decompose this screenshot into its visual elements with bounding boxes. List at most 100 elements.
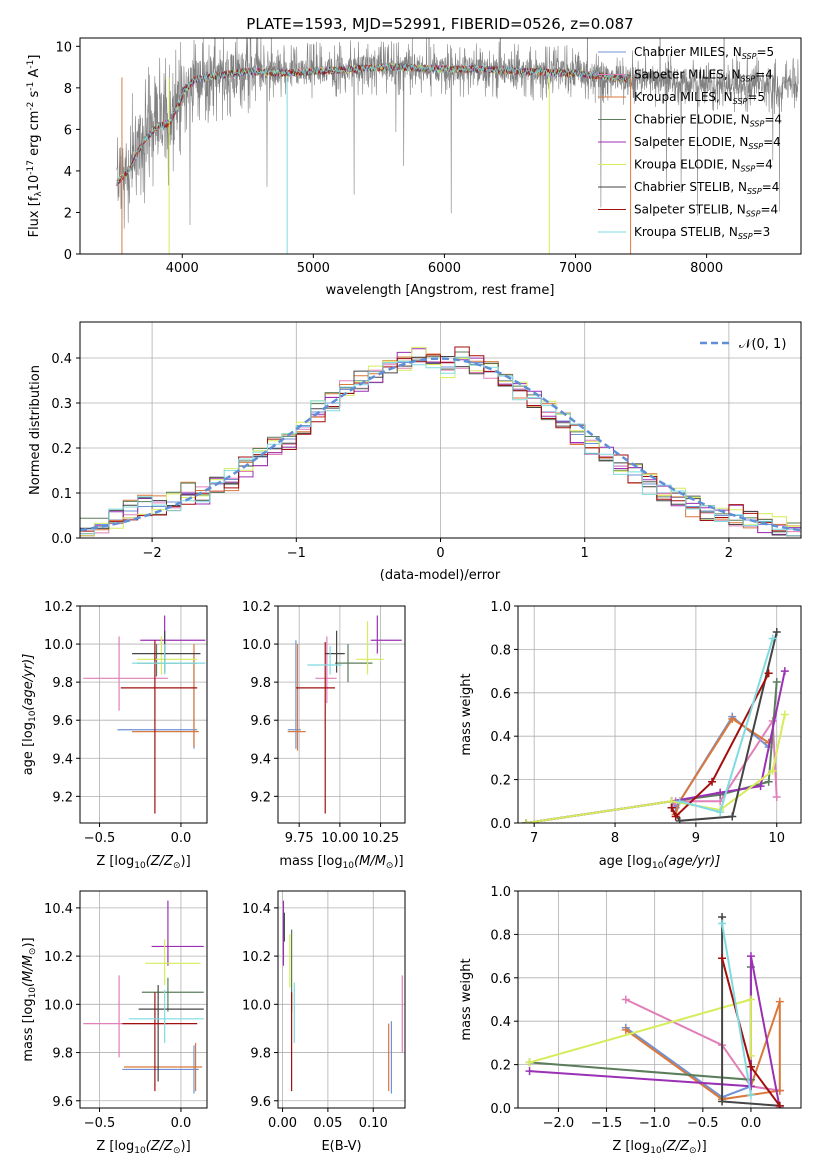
y-tick-label: 4: [64, 165, 72, 180]
weight-line: [670, 717, 778, 809]
y-tick-label: 10.2: [242, 950, 271, 965]
panel-ylabel: mass [log10(M/M⊙)]: [21, 937, 38, 1061]
legend-label: Kroupa STELIB, NSSP=3: [634, 225, 770, 241]
weight-marker: [522, 819, 531, 823]
y-tick-label: 0.6: [490, 972, 511, 987]
legend-label: Salpeter STELIB, NSSP=4: [634, 203, 778, 219]
weight-marker: [775, 1101, 784, 1108]
spectrum-title: PLATE=1593, MJD=52991, FIBERID=0526, z=0…: [246, 15, 633, 33]
spectrum-xlabel: wavelength [Angstrom, rest frame]: [326, 283, 555, 298]
weight-marker: [621, 995, 630, 1004]
gauss-legend-label: 𝒩(0, 1): [739, 337, 786, 352]
x-tick-label: −2: [143, 546, 162, 561]
weight-marker: [716, 788, 725, 797]
model-fit-line: [116, 62, 631, 185]
x-tick-label: 8000: [690, 261, 723, 276]
legend-label: Chabrier STELIB, NSSP=4: [634, 180, 779, 196]
panel-marks: [287, 615, 402, 814]
y-tick-label: 2: [64, 206, 72, 221]
panel-marks: [83, 615, 206, 814]
weight-marker: [775, 997, 784, 1006]
histogram-step: [80, 346, 801, 538]
weight-marker: [768, 634, 777, 643]
weight-vs-age-panel: 7 8 9 10 0.0 0.2 0.4 0.6 0.8 1.0 age [log10(age/yr…: [459, 600, 802, 871]
panel-xlabel: Z [log10(Z/Z⊙)]: [96, 854, 190, 871]
y-tick-label: 9.4: [52, 752, 73, 767]
age-vs-metallicity-panel: −0.5 0.0 9.2 9.4 9.6 9.8 10.0 10.2 Z [log10(Z/Z⊙…: [21, 600, 208, 871]
weight-line: [525, 670, 786, 823]
x-tick-label: 7: [530, 831, 538, 846]
x-tick-label: 10: [768, 831, 785, 846]
panel-frame: [277, 605, 406, 824]
spectrum-frame: [79, 37, 802, 255]
histogram-ticks: −2 −1 0 1 2 0.0 0.1 0.2 0.3 0.4: [51, 352, 733, 561]
mass-vs-metallicity-panel: −0.5 0.0 9.6 9.8 10.0 10.2 10.4 Z [log10(Z/Z⊙)]…: [21, 890, 208, 1156]
weight-marker: [746, 1082, 755, 1091]
x-tick-label: 1: [581, 546, 589, 561]
x-tick-label: 0.00: [268, 1116, 297, 1131]
y-tick-label: 9.8: [250, 1047, 271, 1062]
histogram-ylabel: Normed distribution: [28, 365, 43, 495]
x-tick-label: 0: [436, 546, 444, 561]
weight-marker: [525, 1058, 534, 1067]
spectrum-lines: [116, 38, 799, 254]
panel-marks: [282, 900, 403, 1094]
y-tick-label: 0.2: [51, 442, 72, 457]
mass-vs-ebv-panel: 0.00 0.05 0.10 9.6 9.8 10.0 10.2 10.4 E(B-V): [242, 890, 406, 1154]
weight-marker: [718, 919, 727, 928]
x-tick-label: 0.0: [171, 1116, 192, 1131]
panel-xlabel: Z [log10(Z/Z⊙)]: [96, 1139, 190, 1156]
panel-marks: [522, 628, 789, 823]
legend-label: Salpeter ELODIE, NSSP=4: [634, 135, 781, 151]
weight-line: [525, 714, 786, 823]
panel-frame: [517, 605, 802, 824]
weight-marker: [525, 1067, 534, 1076]
weight-marker: [728, 812, 737, 821]
y-tick-label: 10.4: [44, 902, 73, 917]
spectrum-ylabel: Flux [fλ10-17 erg cm-2 s-1 A-1]: [26, 55, 44, 238]
weight-marker: [746, 995, 755, 1004]
panel-xlabel: Z [log10(Z/Z⊙)]: [612, 1139, 706, 1156]
x-tick-label: 0.10: [359, 1116, 388, 1131]
age-vs-mass-panel: 9.75 10.00 10.25 9.2 9.4 9.6 9.8 10.0 10.2 mass […: [242, 600, 406, 871]
x-tick-label: 9.75: [285, 831, 314, 846]
y-tick-label: 10.2: [44, 950, 73, 965]
panel-ylabel: age [log10(age/yr)]: [21, 654, 38, 776]
legend-label: Salpeter MILES, NSSP=4: [634, 68, 773, 84]
y-tick-label: 1.0: [490, 600, 511, 615]
y-tick-label: 10.2: [242, 600, 271, 615]
histogram-bars: [80, 346, 801, 538]
y-tick-label: 10.4: [242, 902, 271, 917]
weight-line: [721, 923, 752, 1096]
histogram-step: [80, 356, 801, 538]
weight-marker: [667, 803, 676, 812]
y-tick-label: 0.8: [490, 643, 511, 658]
panel-frame: [517, 890, 802, 1109]
weight-marker: [768, 766, 777, 775]
panel-xlabel: E(B-V): [321, 1139, 361, 1154]
legend-label: Kroupa ELODIE, NSSP=4: [634, 158, 773, 174]
weight-marker: [772, 792, 781, 801]
histogram-panel: −2 −1 0 1 2 0.0 0.1 0.2 0.3 0.4 (data-model)/erro…: [28, 321, 802, 583]
weight-line: [529, 967, 752, 1081]
x-tick-label: 5000: [297, 261, 330, 276]
weight-marker: [716, 808, 725, 817]
y-tick-label: 0.0: [490, 1102, 511, 1117]
y-tick-label: 9.2: [52, 790, 73, 805]
x-tick-label: 9: [692, 831, 700, 846]
y-tick-label: 8: [64, 82, 72, 97]
spectrum-panel: PLATE=1593, MJD=52991, FIBERID=0526, z=0…: [26, 15, 802, 298]
y-tick-label: 0.4: [51, 352, 72, 367]
weight-marker: [780, 710, 789, 719]
y-tick-label: 0.3: [51, 397, 72, 412]
y-tick-label: 10.0: [242, 998, 271, 1013]
x-tick-label: 10.00: [321, 831, 358, 846]
panel-marks: [83, 900, 204, 1094]
panel-frame: [277, 890, 406, 1109]
x-tick-label: 4000: [166, 261, 199, 276]
y-tick-label: 10.0: [44, 638, 73, 653]
weight-marker: [772, 677, 781, 686]
weight-marker: [780, 667, 789, 676]
y-tick-label: 6: [64, 123, 72, 138]
